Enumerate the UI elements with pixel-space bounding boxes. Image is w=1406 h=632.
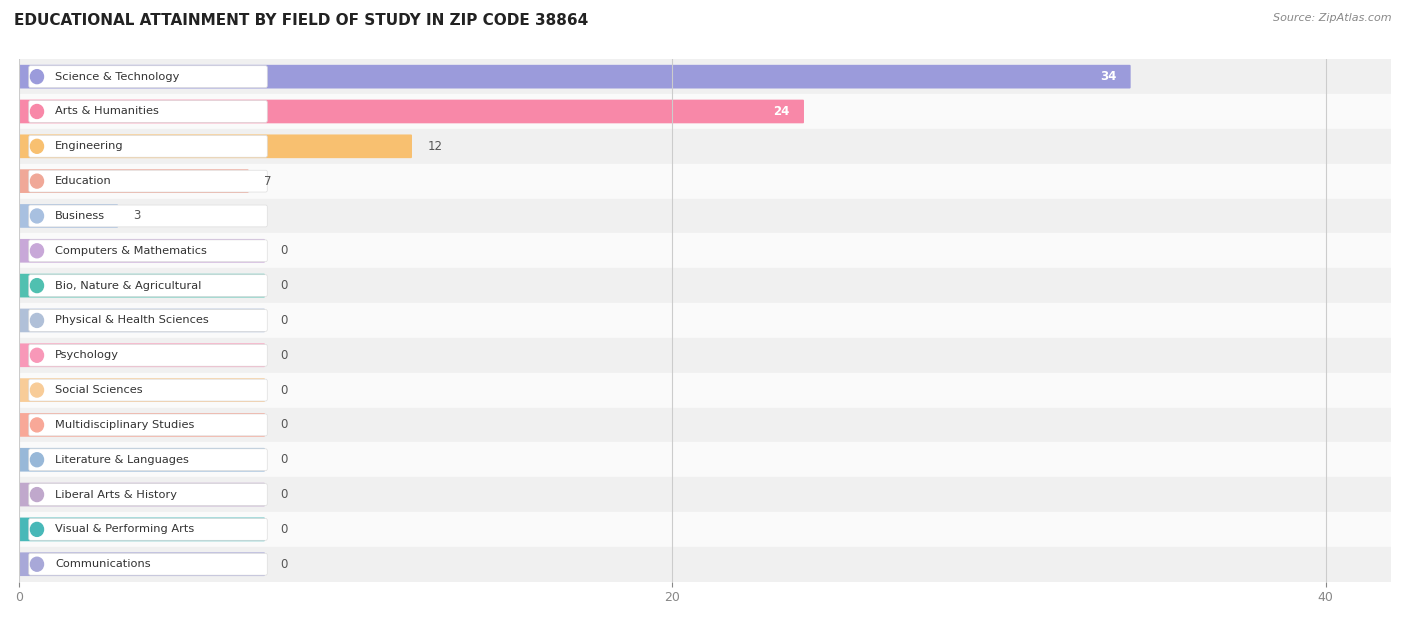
Text: 0: 0 xyxy=(280,453,288,466)
Bar xyxy=(20,408,1391,442)
Text: Liberal Arts & History: Liberal Arts & History xyxy=(55,490,177,499)
Text: Science & Technology: Science & Technology xyxy=(55,71,180,82)
Circle shape xyxy=(31,279,44,293)
FancyBboxPatch shape xyxy=(18,239,264,263)
Circle shape xyxy=(31,523,44,537)
FancyBboxPatch shape xyxy=(28,205,267,227)
FancyBboxPatch shape xyxy=(28,310,267,331)
Text: 0: 0 xyxy=(280,314,288,327)
FancyBboxPatch shape xyxy=(28,449,267,471)
Text: 0: 0 xyxy=(280,523,288,536)
Text: 12: 12 xyxy=(427,140,443,153)
FancyBboxPatch shape xyxy=(28,379,267,401)
Text: 0: 0 xyxy=(280,488,288,501)
Text: Psychology: Psychology xyxy=(55,350,120,360)
Text: Communications: Communications xyxy=(55,559,150,569)
Text: Bio, Nature & Agricultural: Bio, Nature & Agricultural xyxy=(55,281,201,291)
Circle shape xyxy=(31,104,44,118)
FancyBboxPatch shape xyxy=(18,135,412,158)
Circle shape xyxy=(31,453,44,466)
Bar xyxy=(20,303,1391,338)
Text: Source: ZipAtlas.com: Source: ZipAtlas.com xyxy=(1274,13,1392,23)
FancyBboxPatch shape xyxy=(18,483,264,506)
FancyBboxPatch shape xyxy=(28,483,267,506)
FancyBboxPatch shape xyxy=(28,66,267,88)
Bar xyxy=(20,338,1391,373)
Text: 0: 0 xyxy=(280,349,288,362)
Bar xyxy=(20,512,1391,547)
Circle shape xyxy=(31,313,44,327)
Bar xyxy=(20,547,1391,581)
Text: Business: Business xyxy=(55,211,105,221)
Bar xyxy=(20,129,1391,164)
FancyBboxPatch shape xyxy=(28,170,267,192)
Bar xyxy=(20,198,1391,233)
Circle shape xyxy=(31,383,44,397)
FancyBboxPatch shape xyxy=(18,169,249,193)
FancyBboxPatch shape xyxy=(18,308,264,332)
FancyBboxPatch shape xyxy=(28,100,267,123)
Text: 3: 3 xyxy=(134,209,141,222)
Text: 0: 0 xyxy=(280,557,288,571)
FancyBboxPatch shape xyxy=(28,240,267,262)
Circle shape xyxy=(31,557,44,571)
Text: Literature & Languages: Literature & Languages xyxy=(55,455,188,465)
FancyBboxPatch shape xyxy=(18,413,264,437)
Bar xyxy=(20,442,1391,477)
Bar xyxy=(20,233,1391,268)
FancyBboxPatch shape xyxy=(18,343,264,367)
Bar xyxy=(20,268,1391,303)
FancyBboxPatch shape xyxy=(18,518,264,541)
Circle shape xyxy=(31,418,44,432)
FancyBboxPatch shape xyxy=(28,518,267,540)
Text: EDUCATIONAL ATTAINMENT BY FIELD OF STUDY IN ZIP CODE 38864: EDUCATIONAL ATTAINMENT BY FIELD OF STUDY… xyxy=(14,13,588,28)
Circle shape xyxy=(31,174,44,188)
Text: 0: 0 xyxy=(280,245,288,257)
FancyBboxPatch shape xyxy=(28,414,267,436)
Text: 34: 34 xyxy=(1101,70,1116,83)
Text: Physical & Health Sciences: Physical & Health Sciences xyxy=(55,315,208,325)
Text: 24: 24 xyxy=(773,105,790,118)
Text: 7: 7 xyxy=(264,174,271,188)
FancyBboxPatch shape xyxy=(28,344,267,366)
Text: Engineering: Engineering xyxy=(55,142,124,151)
Text: 0: 0 xyxy=(280,279,288,292)
Text: Visual & Performing Arts: Visual & Performing Arts xyxy=(55,525,194,535)
Bar xyxy=(20,94,1391,129)
Circle shape xyxy=(31,139,44,154)
FancyBboxPatch shape xyxy=(28,275,267,296)
FancyBboxPatch shape xyxy=(18,552,264,576)
Bar xyxy=(20,59,1391,94)
Circle shape xyxy=(31,488,44,502)
Text: 0: 0 xyxy=(280,418,288,432)
FancyBboxPatch shape xyxy=(18,204,118,228)
Circle shape xyxy=(31,348,44,362)
Bar xyxy=(20,477,1391,512)
Text: Social Sciences: Social Sciences xyxy=(55,385,142,395)
Circle shape xyxy=(31,209,44,223)
Bar xyxy=(20,373,1391,408)
Circle shape xyxy=(31,244,44,258)
FancyBboxPatch shape xyxy=(18,378,264,402)
Text: 0: 0 xyxy=(280,384,288,397)
FancyBboxPatch shape xyxy=(18,448,264,471)
Bar xyxy=(20,164,1391,198)
FancyBboxPatch shape xyxy=(28,135,267,157)
Text: Education: Education xyxy=(55,176,111,186)
FancyBboxPatch shape xyxy=(28,553,267,575)
Text: Multidisciplinary Studies: Multidisciplinary Studies xyxy=(55,420,194,430)
FancyBboxPatch shape xyxy=(18,65,1130,88)
FancyBboxPatch shape xyxy=(18,274,264,298)
Circle shape xyxy=(31,70,44,83)
Text: Arts & Humanities: Arts & Humanities xyxy=(55,106,159,116)
Text: Computers & Mathematics: Computers & Mathematics xyxy=(55,246,207,256)
FancyBboxPatch shape xyxy=(18,100,804,123)
